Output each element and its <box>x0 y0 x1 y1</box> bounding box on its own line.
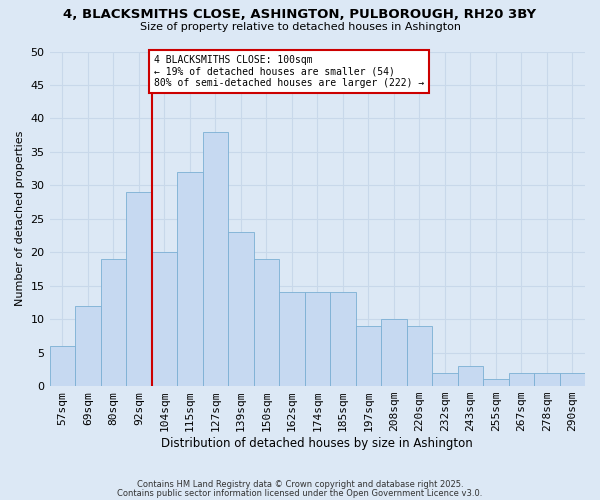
Text: 4, BLACKSMITHS CLOSE, ASHINGTON, PULBOROUGH, RH20 3BY: 4, BLACKSMITHS CLOSE, ASHINGTON, PULBORO… <box>64 8 536 20</box>
Bar <box>534 372 560 386</box>
Bar <box>432 372 458 386</box>
Bar <box>509 372 534 386</box>
Bar <box>101 259 126 386</box>
Y-axis label: Number of detached properties: Number of detached properties <box>15 131 25 306</box>
Bar <box>458 366 483 386</box>
Bar <box>126 192 152 386</box>
Bar <box>279 292 305 386</box>
Bar <box>152 252 177 386</box>
Bar <box>50 346 75 386</box>
Bar <box>75 306 101 386</box>
Text: 4 BLACKSMITHS CLOSE: 100sqm
← 19% of detached houses are smaller (54)
80% of sem: 4 BLACKSMITHS CLOSE: 100sqm ← 19% of det… <box>154 55 424 88</box>
Bar <box>254 259 279 386</box>
Text: Contains HM Land Registry data © Crown copyright and database right 2025.: Contains HM Land Registry data © Crown c… <box>137 480 463 489</box>
X-axis label: Distribution of detached houses by size in Ashington: Distribution of detached houses by size … <box>161 437 473 450</box>
Text: Contains public sector information licensed under the Open Government Licence v3: Contains public sector information licen… <box>118 488 482 498</box>
Bar <box>228 232 254 386</box>
Bar <box>305 292 330 386</box>
Bar <box>177 172 203 386</box>
Bar <box>330 292 356 386</box>
Bar <box>483 380 509 386</box>
Bar <box>560 372 585 386</box>
Bar <box>407 326 432 386</box>
Bar <box>356 326 381 386</box>
Bar <box>203 132 228 386</box>
Text: Size of property relative to detached houses in Ashington: Size of property relative to detached ho… <box>139 22 461 32</box>
Bar <box>381 319 407 386</box>
